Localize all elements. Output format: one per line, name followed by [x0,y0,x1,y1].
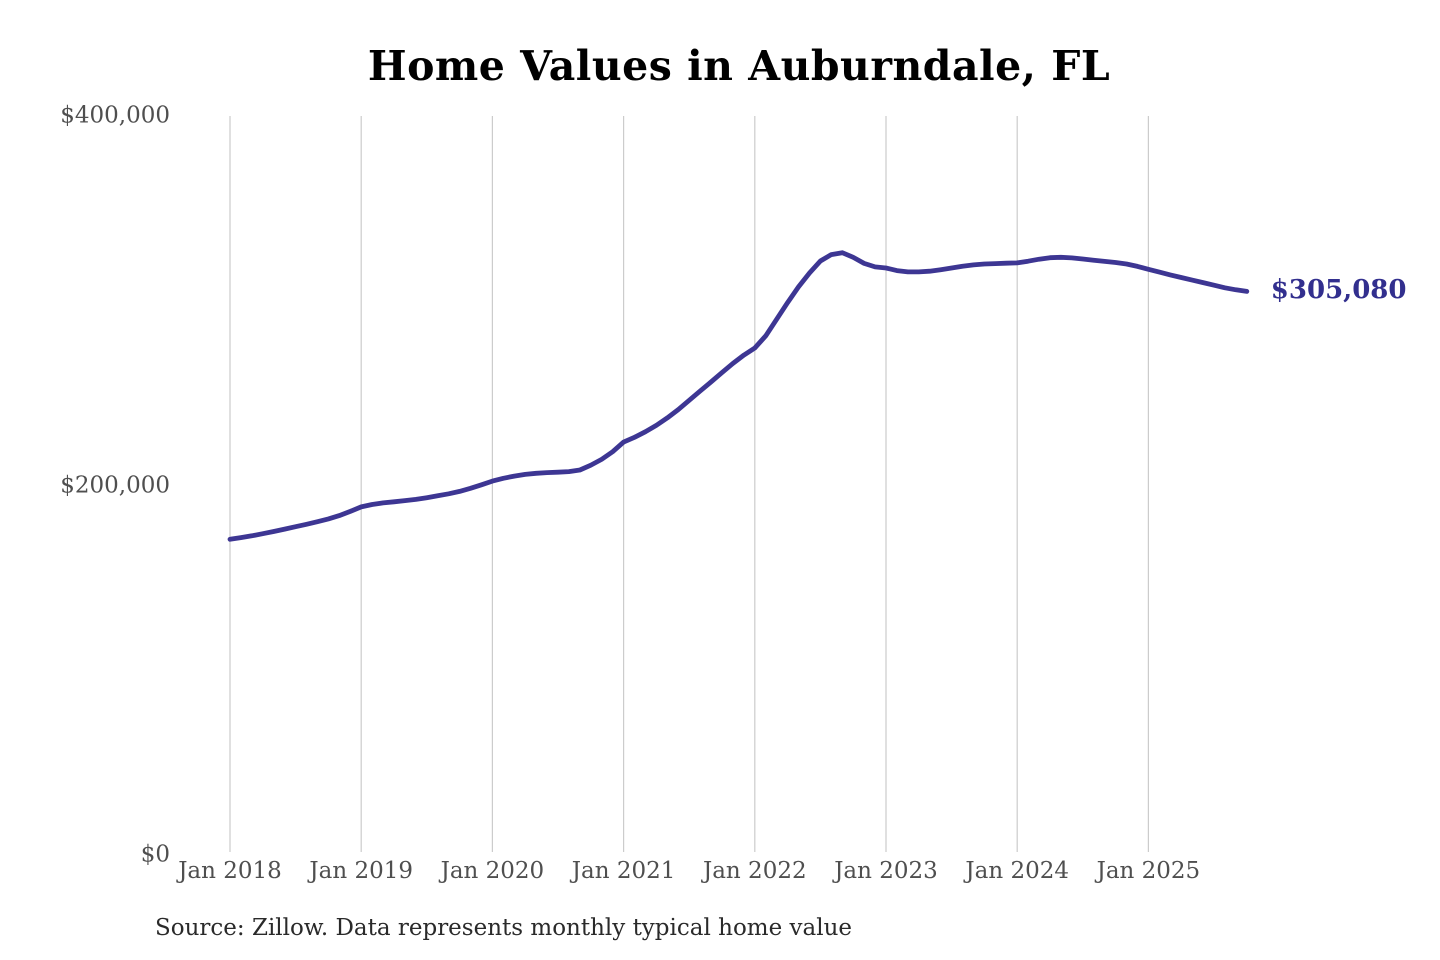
home-value-line [227,250,1250,542]
y-tick-label: $200,000 [60,471,170,498]
x-tick-label: Jan 2022 [703,858,807,884]
x-tick-label: Jan 2018 [178,858,282,884]
y-axis: $400,000 $200,000 $0 [0,0,170,960]
y-tick-label: $0 [140,841,170,868]
x-axis: Jan 2018 Jan 2019 Jan 2020 Jan 2021 Jan 2022… [0,858,1440,892]
x-tick-label: Jan 2019 [309,858,413,884]
x-tick-label: Jan 2024 [965,858,1069,884]
x-tick-label: Jan 2025 [1096,858,1201,884]
x-tick-label: Jan 2023 [834,858,938,884]
y-tick-label: $400,000 [60,102,170,129]
chart-title: Home Values in Auburndale, FL [367,42,1111,90]
current-value-label: $305,080 [1270,275,1407,306]
x-tick-label: Jan 2021 [571,858,676,884]
source-note: Source: Zillow. Data represents monthly … [155,915,853,941]
x-tick-label: Jan 2020 [440,858,545,884]
